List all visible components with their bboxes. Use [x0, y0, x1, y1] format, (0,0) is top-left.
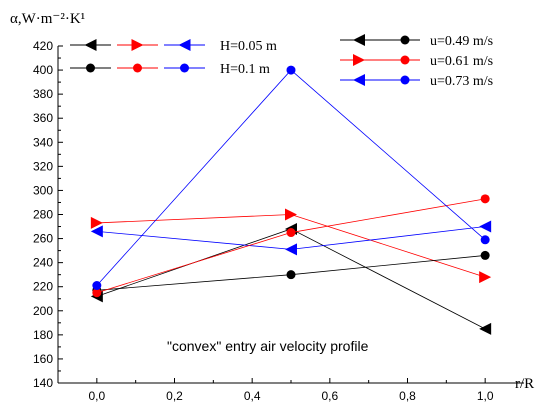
data-point [90, 225, 103, 238]
x-axis-ticks: 0,0 0,2 0,4 0,6 0,8 1,0 [88, 378, 494, 403]
legend-circle [400, 35, 410, 45]
series-2 [90, 208, 492, 284]
y-tick-label: 240 [33, 256, 53, 270]
x-tick-label: 1,0 [477, 389, 494, 403]
legend-label: H=0.05 m [220, 39, 277, 54]
y-tick-label: 340 [33, 135, 53, 149]
y-tick-label: 160 [33, 352, 53, 366]
data-point [92, 281, 102, 291]
y-tick-label: 180 [33, 328, 53, 342]
data-point [92, 288, 102, 298]
data-point [480, 194, 490, 204]
data-point [286, 228, 296, 238]
data-point [479, 271, 492, 284]
legend-label: u=0.61 m/s [430, 54, 493, 69]
legend-marker [131, 39, 144, 51]
data-point [479, 322, 492, 335]
legend-circle [400, 75, 410, 85]
y-tick-label: 280 [33, 208, 53, 222]
legend-circle [400, 55, 410, 65]
legend-label: u=0.73 m/s [430, 74, 493, 89]
data-point [285, 243, 297, 256]
series-4 [92, 250, 490, 295]
data-point [479, 220, 492, 233]
y-tick-label: 400 [33, 63, 53, 77]
data-point [480, 250, 490, 260]
series-3 [90, 220, 492, 256]
y-tick-label: 420 [33, 39, 53, 53]
y-axis-label: α,W·m⁻²·K¹ [10, 11, 85, 27]
y-tick-label: 320 [33, 159, 53, 173]
y-tick-label: 300 [33, 183, 53, 197]
series-layer [90, 65, 492, 335]
legend-height: H=0.05 m H=0.1 m [70, 39, 277, 77]
data-point [286, 270, 296, 280]
legend-velocity: u=0.49 m/s u=0.61 m/s u=0.73 m/s [340, 34, 493, 89]
legend-marker [86, 63, 95, 73]
y-tick-label: 140 [33, 376, 53, 390]
y-axis-ticks: 140 160 180 200 220 240 260 280 300 320 340 360 380 4… [33, 39, 63, 390]
chart-annotation: "convex" entry air velocity profile [167, 338, 369, 354]
x-tick-label: 0,2 [166, 389, 183, 403]
data-point [90, 216, 103, 229]
legend-marker [178, 39, 191, 51]
legend-marker [180, 63, 189, 73]
x-tick-label: 0,6 [321, 389, 338, 403]
y-tick-label: 260 [33, 232, 53, 246]
y-tick-label: 380 [33, 87, 53, 101]
legend-marker [133, 63, 142, 73]
y-tick-label: 220 [33, 280, 53, 294]
x-axis-label: r/R [515, 376, 534, 392]
legend-triangle [353, 74, 365, 86]
x-tick-label: 0,0 [88, 389, 105, 403]
legend-label: u=0.49 m/s [430, 34, 493, 49]
legend-label: H=0.1 m [220, 62, 270, 77]
data-point [480, 235, 490, 245]
y-tick-label: 200 [33, 304, 53, 318]
legend-triangle [353, 34, 365, 46]
x-tick-label: 0,4 [244, 389, 261, 403]
series-5 [92, 194, 490, 298]
legend-marker [84, 39, 97, 51]
series-line [96, 69, 486, 286]
series-line [96, 214, 486, 278]
legend-triangle [353, 54, 365, 66]
series-6 [92, 65, 490, 291]
data-point [286, 65, 296, 75]
data-point [285, 208, 297, 221]
x-tick-label: 0,8 [399, 389, 416, 403]
y-tick-label: 360 [33, 111, 53, 125]
